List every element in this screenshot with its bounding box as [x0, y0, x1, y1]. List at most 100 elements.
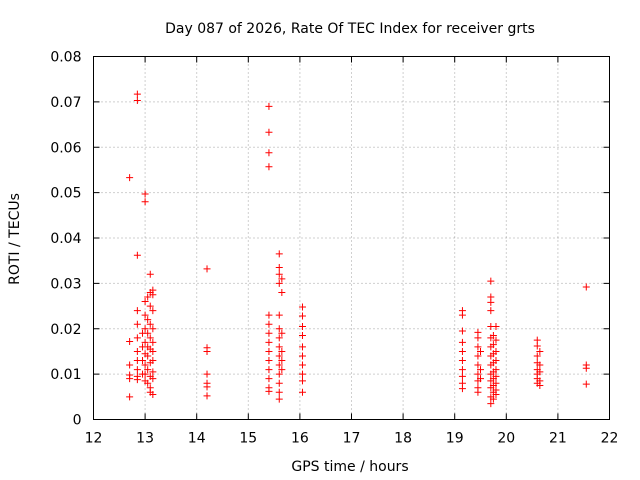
data-point — [126, 174, 134, 182]
data-point — [278, 288, 286, 296]
data-point — [474, 370, 482, 378]
y-tick-label: 0.06 — [50, 140, 81, 156]
x-tick-label: 16 — [291, 431, 309, 447]
data-point — [275, 334, 283, 342]
data-point — [492, 372, 500, 380]
x-tick-label: 21 — [549, 431, 567, 447]
data-point — [133, 376, 141, 384]
data-point — [203, 265, 211, 273]
data-point — [487, 277, 495, 285]
data-point — [133, 320, 141, 328]
data-point — [298, 343, 306, 351]
data-point — [492, 322, 500, 330]
y-tick-label: 0.05 — [50, 186, 81, 202]
data-point — [141, 338, 149, 346]
data-point — [533, 342, 541, 350]
data-point — [149, 291, 157, 299]
data-point — [536, 347, 544, 355]
data-point — [149, 375, 157, 383]
data-point — [458, 338, 466, 346]
data-point — [487, 400, 495, 408]
data-point — [133, 251, 141, 259]
data-point — [275, 270, 283, 278]
data-point — [298, 312, 306, 320]
data-point — [144, 379, 152, 387]
x-tick-label: 20 — [497, 431, 515, 447]
data-point — [533, 336, 541, 344]
data-point — [474, 361, 482, 369]
data-point — [133, 90, 141, 98]
data-point — [275, 263, 283, 271]
data-point — [133, 347, 141, 355]
data-point — [265, 329, 273, 337]
data-point — [133, 307, 141, 315]
data-point — [265, 102, 273, 110]
data-point — [144, 352, 152, 360]
data-point — [265, 387, 273, 395]
data-point — [492, 347, 500, 355]
data-point — [149, 368, 157, 376]
data-point — [298, 370, 306, 378]
data-point — [298, 361, 306, 369]
data-point — [265, 338, 273, 346]
data-point — [144, 366, 152, 374]
data-point — [275, 325, 283, 333]
data-point — [146, 270, 154, 278]
data-point — [141, 190, 149, 198]
data-point — [458, 327, 466, 335]
x-tick-label: 18 — [394, 431, 412, 447]
y-tick-label: 0.01 — [50, 367, 81, 383]
y-tick-label: 0.03 — [50, 276, 81, 292]
data-point — [489, 341, 497, 349]
data-point — [298, 352, 306, 360]
data-point — [298, 388, 306, 396]
data-point — [275, 279, 283, 287]
chart-title: Day 087 of 2026, Rate Of TEC Index for r… — [165, 21, 535, 37]
data-point — [492, 336, 500, 344]
data-point — [203, 370, 211, 378]
data-point — [146, 320, 154, 328]
data-point — [275, 395, 283, 403]
data-point — [126, 361, 134, 369]
data-point — [278, 357, 286, 365]
data-point — [492, 366, 500, 374]
data-point — [298, 377, 306, 385]
data-point — [536, 368, 544, 376]
data-point — [278, 366, 286, 374]
y-tick-label: 0.04 — [50, 231, 81, 247]
data-point — [265, 357, 273, 365]
data-point — [487, 307, 495, 315]
data-point — [149, 338, 157, 346]
x-tick-label: 22 — [601, 431, 619, 447]
data-point — [141, 370, 149, 378]
x-tick-label: 14 — [188, 431, 206, 447]
y-tick-labels: 0 0.01 0.02 0.03 0.04 0.05 0.06 0.07 0.08 — [50, 50, 81, 429]
data-point — [144, 329, 152, 337]
y-tick-label: 0.08 — [50, 50, 81, 66]
data-point — [582, 283, 590, 291]
data-point — [275, 343, 283, 351]
data-point — [458, 311, 466, 319]
data-point — [265, 347, 273, 355]
data-point — [265, 149, 273, 157]
data-point — [458, 357, 466, 365]
data-point — [298, 303, 306, 311]
data-point — [278, 329, 286, 337]
data-point — [126, 375, 134, 383]
data-point — [146, 334, 154, 342]
data-point — [474, 388, 482, 396]
y-tick-label: 0 — [73, 413, 82, 429]
data-point — [203, 383, 211, 391]
data-point — [144, 316, 152, 324]
x-tick-labels: 12 13 14 15 16 17 18 19 20 21 22 — [85, 431, 619, 447]
data-point — [474, 334, 482, 342]
x-tick-label: 12 — [85, 431, 103, 447]
data-point — [133, 366, 141, 374]
data-point — [458, 372, 466, 380]
data-points — [126, 90, 590, 408]
y-tick-label: 0.02 — [50, 322, 81, 338]
data-point — [536, 361, 544, 369]
data-point — [458, 385, 466, 393]
data-point — [275, 250, 283, 258]
